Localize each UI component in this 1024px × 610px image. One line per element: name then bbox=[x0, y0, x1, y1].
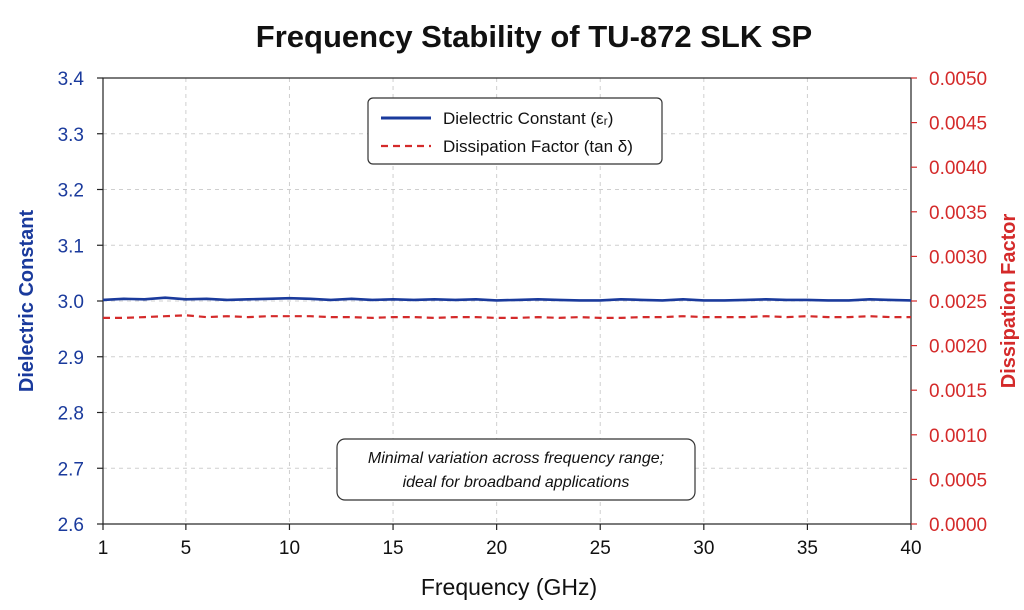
y-axis-right-label: Dissipation Factor bbox=[998, 214, 1020, 389]
y-right-tick-label: 0.0005 bbox=[929, 470, 987, 491]
x-tick-label: 15 bbox=[382, 538, 403, 559]
y-axis-left-label: Dielectric Constant bbox=[16, 210, 38, 393]
y-left-tick-label: 3.2 bbox=[58, 181, 84, 202]
y-right-tick-label: 0.0030 bbox=[929, 247, 987, 268]
y-left-tick-label: 3.1 bbox=[58, 236, 84, 257]
y-left-tick-label: 2.7 bbox=[58, 459, 84, 480]
x-tick-label: 10 bbox=[279, 538, 300, 559]
y-right-tick-label: 0.0000 bbox=[929, 515, 987, 536]
y-left-tick-label: 2.8 bbox=[58, 404, 84, 425]
x-tick-label: 35 bbox=[797, 538, 818, 559]
y-right-tick-label: 0.0040 bbox=[929, 158, 987, 179]
y-right-tick-label: 0.0010 bbox=[929, 426, 987, 447]
chart-title: Frequency Stability of TU-872 SLK SP bbox=[256, 19, 812, 54]
legend: Dielectric Constant (εᵣ) Dissipation Fac… bbox=[367, 97, 663, 165]
y-left-tick-label: 2.6 bbox=[58, 515, 84, 536]
y-right-tick-label: 0.0015 bbox=[929, 381, 987, 402]
y-left-tick-label: 3.0 bbox=[58, 292, 84, 313]
annotation: Minimal variation across frequency range… bbox=[336, 438, 696, 501]
x-tick-label: 5 bbox=[181, 538, 192, 559]
y-left-tick-label: 2.9 bbox=[58, 348, 84, 369]
legend-label-dielectric-constant: Dielectric Constant (εᵣ) bbox=[443, 109, 613, 128]
series-line-dielectric-constant bbox=[102, 296, 912, 302]
x-tick-label: 25 bbox=[590, 538, 611, 559]
annotation-line-2: ideal for broadband applications bbox=[403, 474, 630, 491]
y-right-tick-label: 0.0020 bbox=[929, 337, 987, 358]
y-right-tick-label: 0.0045 bbox=[929, 114, 987, 135]
x-tick-label: 1 bbox=[98, 538, 109, 559]
annotation-line-1: Minimal variation across frequency range… bbox=[368, 450, 664, 467]
series-lines bbox=[102, 296, 912, 319]
y-right-tick-label: 0.0050 bbox=[929, 69, 987, 90]
legend-box bbox=[367, 97, 663, 165]
x-tick-label: 30 bbox=[693, 538, 714, 559]
x-tick-label: 20 bbox=[486, 538, 507, 559]
y-right-tick-label: 0.0025 bbox=[929, 292, 987, 313]
annotation-box bbox=[336, 438, 696, 501]
y-right-tick-label: 0.0035 bbox=[929, 203, 987, 224]
x-axis-label: Frequency (GHz) bbox=[421, 574, 597, 600]
y-left-tick-label: 3.4 bbox=[58, 69, 85, 90]
legend-label-dissipation-factor: Dissipation Factor (tan δ) bbox=[443, 137, 633, 156]
series-line-dissipation-factor bbox=[103, 314, 911, 319]
x-tick-label: 40 bbox=[900, 538, 921, 559]
y-left-tick-label: 3.3 bbox=[58, 125, 84, 146]
axis-ticks: 1 5 10 15 20 25 30 35 403.43.33.23.13.02.92.82.7… bbox=[58, 69, 988, 559]
